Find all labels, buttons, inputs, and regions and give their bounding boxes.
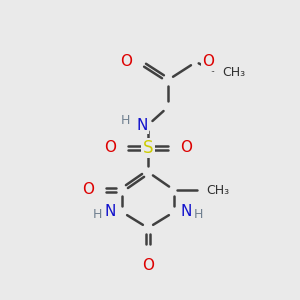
- Text: H: H: [93, 208, 102, 220]
- Text: O: O: [104, 140, 116, 155]
- Text: CH₃: CH₃: [222, 65, 245, 79]
- Text: O: O: [180, 140, 192, 155]
- Text: H: H: [121, 115, 130, 128]
- Text: N: N: [105, 205, 116, 220]
- Text: O: O: [82, 182, 94, 197]
- Text: H: H: [194, 208, 203, 220]
- Text: N: N: [136, 118, 148, 133]
- Text: O: O: [202, 55, 214, 70]
- Text: S: S: [143, 139, 153, 157]
- Text: CH₃: CH₃: [206, 184, 229, 196]
- Text: O: O: [142, 258, 154, 273]
- Text: O: O: [120, 55, 132, 70]
- Text: N: N: [180, 205, 191, 220]
